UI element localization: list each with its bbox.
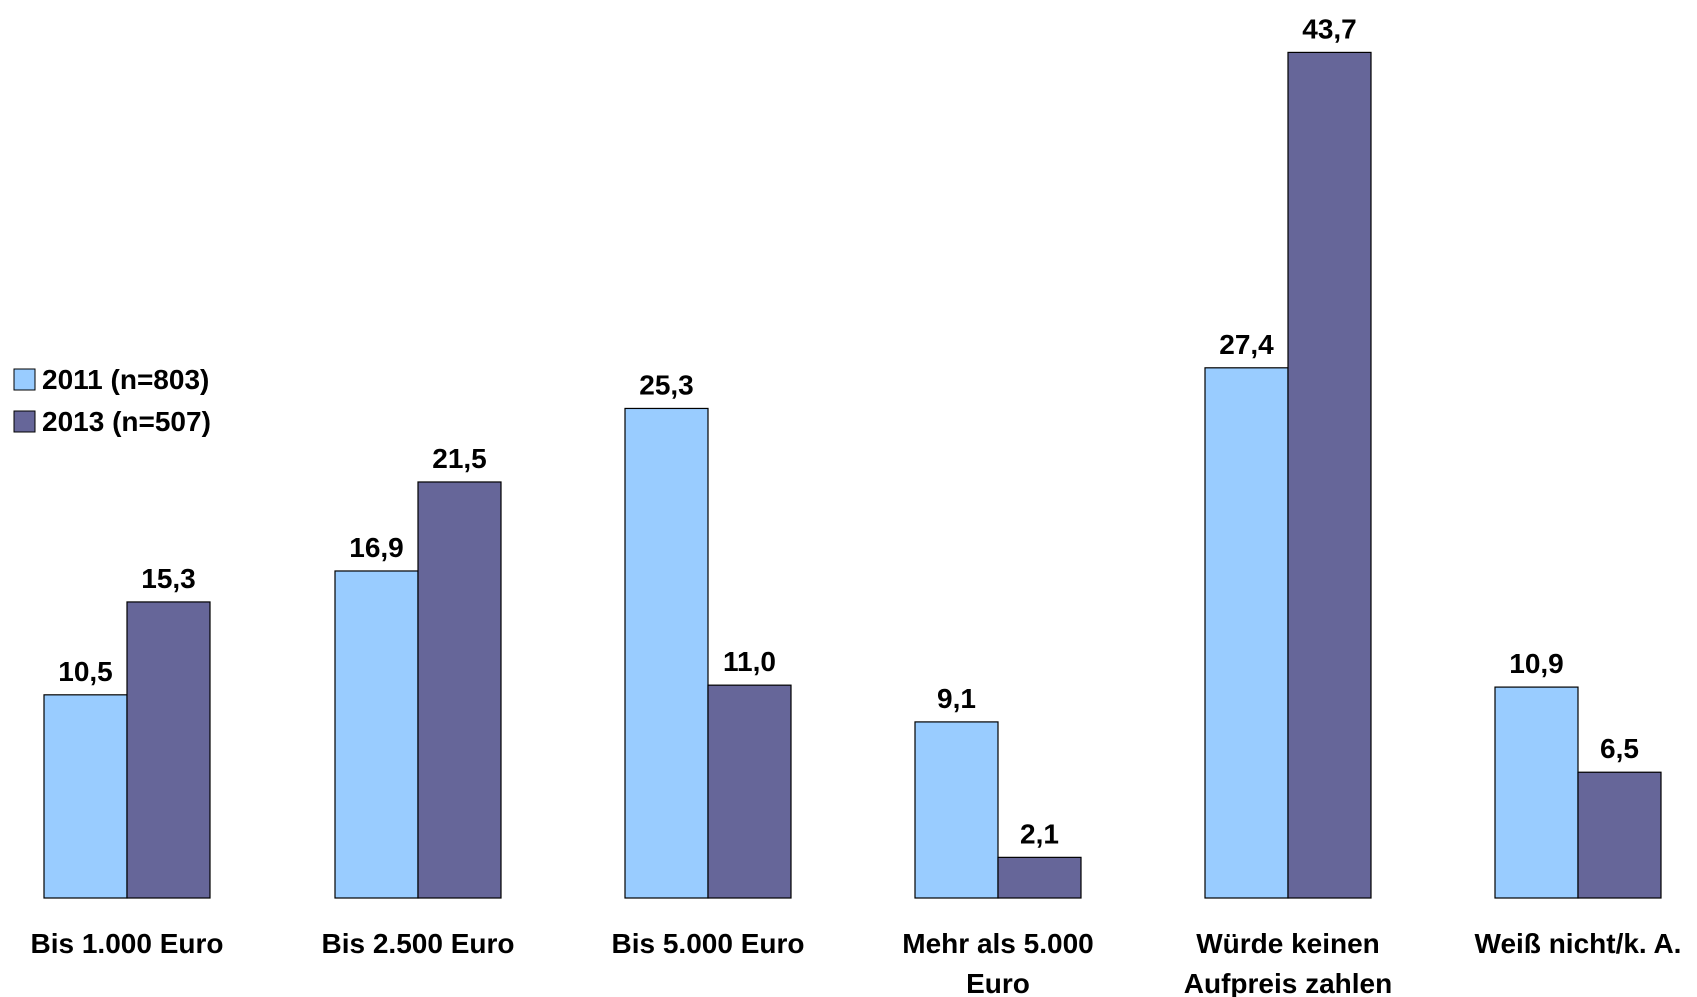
category-label-3: Bis 5.000 Euro	[612, 928, 805, 959]
chart-legend: 2011 (n=803) 2013 (n=507)	[13, 364, 211, 437]
category-label-1: Bis 1.000 Euro	[31, 928, 224, 959]
value-label-2011-2: 16,9	[349, 532, 404, 563]
category-label-6: Weiß nicht/k. A.	[1475, 928, 1682, 959]
chart-value-labels: 10,5 15,3 16,9 21,5 25,3 11,0 9,1 2,1 27,4 43,7 10…	[58, 13, 1639, 849]
bar-2013-2	[417, 481, 502, 899]
category-label-4-line-2: Euro	[966, 968, 1030, 997]
category-label-2: Bis 2.500 Euro	[322, 928, 515, 959]
bar-2011-6	[1494, 686, 1579, 899]
category-label-5-line-2: Aufpreis zahlen	[1184, 968, 1392, 997]
bar-2013-1	[126, 601, 211, 899]
category-label-5-line-1: Würde keinen	[1196, 928, 1380, 959]
value-label-2011-6: 10,9	[1509, 648, 1564, 679]
bar-2011-4	[914, 721, 999, 899]
legend-label-2011: 2011 (n=803)	[42, 364, 209, 395]
bar-2013-4	[997, 856, 1082, 899]
chart-bars	[43, 51, 1662, 899]
value-label-2011-5: 27,4	[1219, 329, 1274, 360]
legend-swatch-2013	[13, 410, 36, 433]
value-label-2013-5: 43,7	[1302, 13, 1357, 44]
value-label-2013-4: 2,1	[1020, 818, 1059, 849]
value-label-2011-3: 25,3	[639, 369, 694, 400]
value-label-2013-2: 21,5	[432, 443, 487, 474]
value-label-2013-3: 11,0	[723, 646, 776, 677]
legend-label-2013: 2013 (n=507)	[42, 406, 211, 437]
bar-2011-1	[43, 694, 128, 899]
value-label-2013-1: 15,3	[141, 563, 196, 594]
value-label-2011-1: 10,5	[58, 656, 113, 687]
value-label-2011-4: 9,1	[937, 683, 976, 714]
bar-2013-6	[1577, 771, 1662, 899]
bar-2013-3	[707, 684, 792, 899]
category-label-4-line-1: Mehr als 5.000	[902, 928, 1093, 959]
value-label-2013-6: 6,5	[1600, 733, 1639, 764]
bar-2013-5	[1287, 51, 1372, 899]
chart-category-labels: Bis 1.000 Euro Bis 2.500 Euro Bis 5.000 Eu…	[31, 928, 1682, 997]
bar-2011-3	[624, 407, 709, 899]
bar-2011-2	[334, 570, 419, 899]
bar-2011-5	[1204, 367, 1289, 899]
legend-swatch-2011	[13, 368, 36, 391]
